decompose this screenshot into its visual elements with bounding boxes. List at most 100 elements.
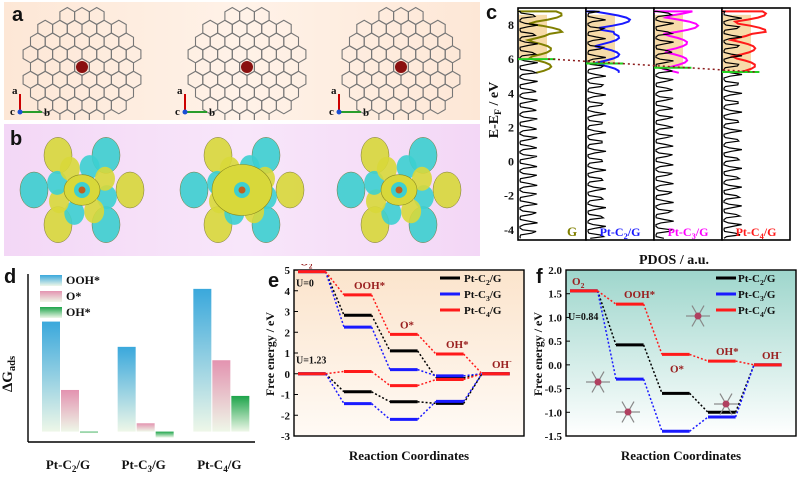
label-base: Pt-C <box>464 289 486 301</box>
panel-e: 5 4 3 2 1 0 -1 -2 -3 Free energy / eV Reaction Coo… <box>262 257 530 477</box>
step-label: OH- <box>762 347 782 362</box>
density-lobe <box>19 171 49 209</box>
series-connector <box>689 392 709 413</box>
series-connector <box>734 364 755 413</box>
label-base: OOH* <box>354 280 386 292</box>
label-tail: /G <box>489 289 502 301</box>
label-sup: - <box>509 356 512 365</box>
y-tick-label: 4 <box>508 86 514 100</box>
strip-label: G <box>567 224 577 239</box>
hexagon-ring <box>59 108 76 128</box>
total-dos-curve <box>721 10 743 239</box>
label-base: Pt-C <box>738 289 760 301</box>
step-label: OOH* <box>624 289 656 301</box>
y-axis-title: Free energy / eV <box>531 312 545 396</box>
bar-o <box>212 360 231 432</box>
label-base: Pt-C <box>600 225 624 239</box>
hexagon-ring <box>118 83 135 102</box>
y-tick-label: 1.5 <box>548 289 562 301</box>
hexagon-ring <box>74 108 90 128</box>
bar-ooh <box>193 288 212 432</box>
hexagon-ring <box>239 108 255 128</box>
y-axis-title: ΔGads <box>0 356 18 392</box>
series-connector <box>734 364 755 418</box>
axis-a-text: a <box>331 85 337 97</box>
series-u123-connector <box>417 378 437 387</box>
series-u123-connector <box>462 373 483 402</box>
legend-label: Pt-C4/G <box>738 305 776 319</box>
category-label: Pt-C4/G <box>197 457 241 474</box>
density-lobe <box>364 170 385 195</box>
label-sub: 3 <box>486 294 490 303</box>
series-connector <box>642 303 663 355</box>
panel-c-label: c <box>486 2 498 24</box>
label-base: Pt-C <box>738 273 760 285</box>
panel-f: 2.0 1.5 1.0 0.5 0.0 -0.5 -1.0 -1.5 Free energy /… <box>530 264 800 477</box>
bar-ooh <box>117 346 136 432</box>
legend-swatch <box>40 307 62 318</box>
step-label: O* <box>400 319 415 331</box>
hexagon-ring <box>283 83 300 102</box>
series-u123-connector <box>417 401 437 405</box>
series-u123-connector <box>417 400 437 420</box>
pdos-curve <box>517 10 565 74</box>
density-lobe <box>64 200 85 225</box>
panel-a-label: a <box>12 4 24 26</box>
u-label: U=1.23 <box>296 355 326 366</box>
label-base: OH* <box>446 339 469 351</box>
y-tick-label: 0.5 <box>548 336 562 348</box>
hexagon-ring <box>253 108 270 128</box>
legend-label: Pt-C4/G <box>464 305 502 319</box>
label-tail: /G <box>763 289 776 301</box>
panel-b-label: b <box>10 128 23 150</box>
pt-atom <box>694 312 702 320</box>
density-lobe <box>115 171 145 209</box>
label-tail: /G <box>627 225 641 239</box>
density-lobe <box>79 155 100 180</box>
density-lobe <box>96 185 117 210</box>
panel-b <box>4 124 480 256</box>
series-u0-connector <box>463 373 483 379</box>
label-base: E-E <box>487 115 502 138</box>
label-tail: /G <box>75 457 90 472</box>
step-label: O2 <box>572 276 585 290</box>
axis-b-text: b <box>209 107 215 119</box>
y-tick-label: -1.0 <box>545 407 563 419</box>
label-base: OH <box>492 359 510 371</box>
label-tail: /G <box>763 225 777 239</box>
y-tick-label: -2 <box>504 189 514 203</box>
legend-label: Pt-C3/G <box>464 289 502 303</box>
label-sub: 2 <box>486 278 490 287</box>
graphene-structures: ac bac bac b <box>10 6 461 128</box>
bar-oh <box>155 431 174 438</box>
pt-atom <box>722 400 730 408</box>
series-u0-connector <box>463 373 483 377</box>
label-sub: 4 <box>223 464 228 474</box>
density-lobe <box>47 170 68 195</box>
series-u0-connector <box>324 271 345 328</box>
axis-a-text: a <box>177 85 183 97</box>
density-lobe <box>411 166 432 191</box>
panel-e-label: e <box>268 270 280 292</box>
strip-label: Pt-C2/G <box>600 225 641 241</box>
pt-atom <box>395 61 407 73</box>
u-label: U=0.84 <box>568 312 598 323</box>
category-label: Pt-C2/G <box>46 457 90 474</box>
label-tail: /G <box>227 457 242 472</box>
pt-atom <box>395 186 403 194</box>
y-tick-label: 4 <box>285 286 291 298</box>
density-map <box>336 137 462 243</box>
density-lobe <box>376 156 397 181</box>
free-energy-chart-f: 2.0 1.5 1.0 0.5 0.0 -0.5 -1.0 -1.5 Free energy /… <box>531 265 797 463</box>
total-dos-curve <box>653 10 675 239</box>
series-connector <box>642 378 663 432</box>
series-connector <box>596 290 617 380</box>
legend-swatch <box>40 291 62 302</box>
label-base: OOH* <box>624 289 656 301</box>
step-label: O* <box>670 363 685 375</box>
axis-c-dot <box>17 109 23 115</box>
pt-atom <box>238 186 246 194</box>
x-axis-title: Reaction Coordinates <box>621 448 741 463</box>
